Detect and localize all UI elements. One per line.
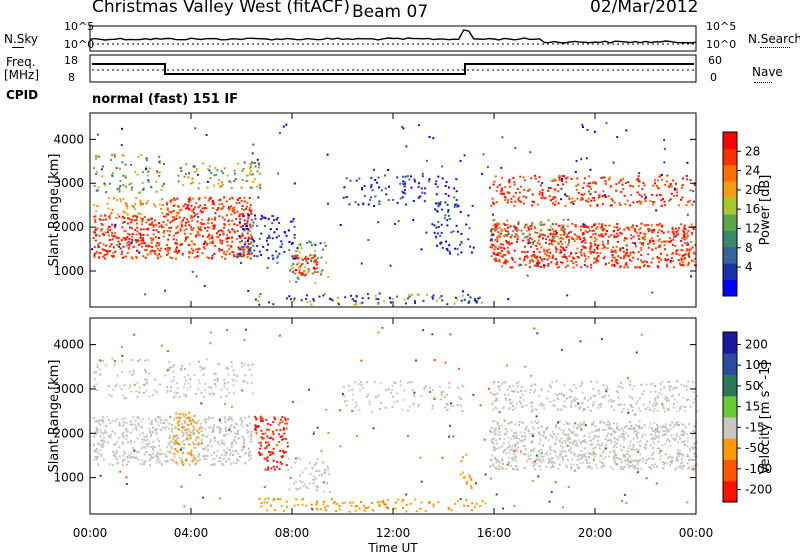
nave-legend-line: [754, 82, 772, 83]
cpid-label: CPID: [6, 88, 39, 102]
x-tick-label: 16:00: [477, 526, 512, 540]
colorbar-swatch: [723, 395, 737, 418]
velocity-colorbar: 200 100 50 15 -15 -50 -100 -200: [722, 331, 772, 503]
power-ylabel: Slant Range [km]: [47, 154, 62, 267]
nsky-panel: 10^5 10^0 10^5 10^0: [64, 20, 736, 52]
freq-frame: [89, 54, 697, 83]
x-tick-label: 08:00: [275, 526, 310, 540]
nsky-series: [89, 29, 697, 44]
colorbar-swatch: [723, 332, 737, 354]
x-tick-label: 00:00: [73, 526, 108, 540]
y-tick-label: 2000: [53, 220, 84, 234]
power-panel: 1000 2000 3000 4000 Slant Range [km]: [47, 112, 698, 308]
colorbar-tick-label: 20: [745, 183, 760, 197]
colorbar-swatch: [723, 181, 737, 199]
freq-unit-label: [MHz]: [4, 68, 40, 82]
colorbar-swatch: [723, 279, 737, 297]
colorbar-tick-label: 200: [745, 337, 768, 351]
colorbar-swatch: [723, 230, 737, 248]
colorbar-swatch: [723, 132, 737, 149]
power-heatmap: [91, 122, 698, 306]
colorbar-tick-label: -200: [745, 483, 772, 497]
power-colorbar-label: Power [dB]: [758, 175, 773, 246]
y-tick-label: 1000: [53, 264, 84, 278]
velocity-colorbar-label: Velocity [m s^-1]: [758, 362, 773, 475]
colorbar-tick-label: 15: [745, 400, 760, 414]
x-tick-label: 04:00: [174, 526, 209, 540]
colorbar-swatch: [723, 438, 737, 460]
nsearch-legend-line: [760, 47, 790, 48]
x-tick-label: 00:00: [679, 526, 714, 540]
y-tick-label: 3000: [53, 382, 84, 396]
colorbar-frame: [722, 331, 738, 503]
nsky-label: N.Sky: [4, 32, 39, 46]
cpid-value: normal (fast) 151 IF: [92, 92, 239, 107]
velocity-heatmap: [92, 326, 698, 513]
date-label: 02/Mar/2012: [590, 0, 699, 17]
freq-panel: 18 8 60 0: [64, 54, 722, 84]
colorbar-tick-label: 100: [745, 358, 768, 372]
y-tick-label: 4000: [53, 338, 84, 352]
freq-tick-top: 18: [64, 54, 78, 67]
colorbar-tick-label: 28: [745, 144, 760, 158]
nsearch-label: N.Search: [748, 32, 800, 46]
colorbar-tick-label: -100: [745, 462, 772, 476]
nsky-tick-top: 10^5: [64, 20, 94, 33]
x-axis-label: Time UT: [367, 541, 418, 554]
beam-label: Beam 07: [352, 2, 429, 22]
y-tick-label: 4000: [53, 132, 84, 146]
freq-label: Freq.: [6, 55, 36, 69]
colorbar-swatch: [723, 374, 737, 397]
colorbar-swatch: [723, 353, 737, 375]
power-colorbar: 4 8 12 16 20 24 28: [722, 131, 760, 297]
y-tick-label: 3000: [53, 176, 84, 190]
chart-title: Christmas Valley West (fitACF): [92, 0, 351, 17]
nsky-legend-line: [12, 47, 24, 48]
nave-label: Nave: [752, 65, 783, 79]
x-tick-label: 20:00: [578, 526, 613, 540]
colorbar-tick-label: 24: [745, 164, 760, 178]
colorbar-tick-label: 12: [745, 221, 760, 235]
freq-tick-bottom: 8: [68, 71, 75, 84]
colorbar-tick-label: 50: [745, 379, 760, 393]
nave-tick-top: 60: [708, 54, 722, 67]
nsearch-tick-bottom: 10^0: [706, 38, 736, 51]
colorbar-tick-label: -15: [745, 420, 765, 434]
nsky-tick-bottom: 10^0: [64, 38, 94, 51]
y-tick-label: 2000: [53, 426, 84, 440]
y-tick-label: 1000: [53, 471, 84, 485]
colorbar-swatch: [723, 459, 737, 482]
x-ticks: 00:00 04:00 08:00 12:00 16:00 20:00 00:00: [73, 113, 714, 540]
colorbar-frame: [722, 131, 738, 297]
nsearch-tick-top: 10^5: [706, 20, 736, 33]
colorbar-swatch: [723, 480, 737, 503]
colorbar-tick-label: 8: [745, 241, 753, 255]
freq-series: [92, 63, 694, 75]
colorbar-tick-label: 4: [745, 260, 753, 274]
colorbar-tick-label: 16: [745, 202, 760, 216]
colorbar-swatch: [723, 417, 737, 439]
colorbar-swatch: [723, 164, 737, 182]
velocity-y-ticks: 1000 2000 3000 4000: [53, 338, 696, 485]
velocity-ylabel: Slant Range [km]: [47, 360, 62, 473]
velocity-panel: 1000 2000 3000 4000 Slant Range [km]: [47, 317, 698, 515]
colorbar-tick-label: -50: [745, 441, 765, 455]
power-y-ticks: 1000 2000 3000 4000: [53, 132, 696, 278]
x-tick-label: 12:00: [376, 526, 411, 540]
colorbar-swatch: [723, 197, 737, 215]
nave-tick-bottom: 0: [710, 71, 717, 84]
velocity-frame: [89, 317, 697, 515]
nsky-frame: [89, 25, 697, 52]
colorbar-swatch: [723, 214, 737, 231]
colorbar-swatch: [723, 246, 737, 264]
colorbar-swatch: [723, 148, 737, 166]
colorbar-swatch: [723, 263, 737, 281]
